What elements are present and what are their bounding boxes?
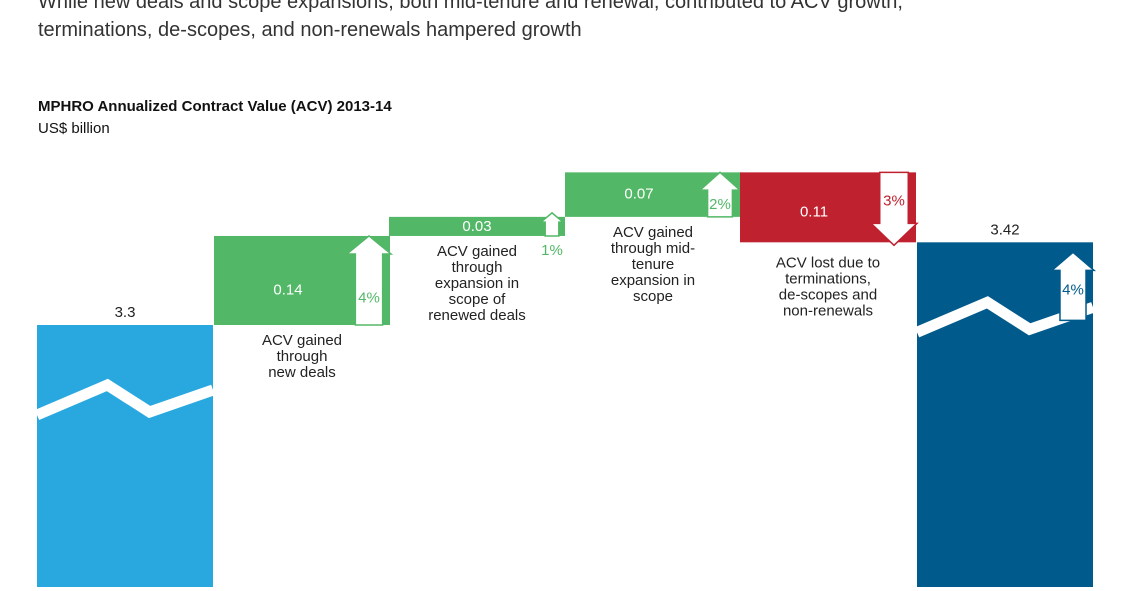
value-label-3: 0.07 <box>624 185 653 202</box>
headline-line-2: terminations, de-scopes, and non-renewal… <box>38 19 582 41</box>
step-desc-1-1: through <box>277 348 328 365</box>
value-label-4: 0.11 <box>800 203 828 220</box>
pct-label-1: 4% <box>358 290 380 307</box>
trend-line-0 <box>34 378 215 421</box>
step-desc-4-2: de-scopes and <box>779 286 877 303</box>
step-desc-3-4: scope <box>633 288 673 305</box>
value-label-2: 0.03 <box>462 218 491 235</box>
step-desc-4-0: ACV lost due to <box>776 254 880 271</box>
step-desc-1-0: ACV gained <box>262 332 342 349</box>
value-label-0: 3.3 <box>115 304 136 321</box>
step-desc-2-3: scope of <box>449 291 507 308</box>
bar-total-0 <box>37 325 213 587</box>
value-label-1: 0.14 <box>273 282 302 299</box>
chart-title: MPHRO Annualized Contract Value (ACV) 20… <box>38 98 392 115</box>
pct-arrow-4 <box>869 171 919 247</box>
step-desc-2-4: renewed deals <box>428 307 526 324</box>
step-desc-3-2: tenure <box>632 256 675 273</box>
bar-change-2 <box>389 216 565 236</box>
step-desc-3-1: through mid- <box>611 240 695 257</box>
step-desc-2-0: ACV gained <box>437 243 517 260</box>
step-desc-4-3: non-renewals <box>783 302 873 319</box>
step-desc-2-1: through <box>452 259 503 276</box>
step-desc-4-1: terminations, <box>785 270 871 287</box>
pct-arrow-5 <box>1049 251 1097 322</box>
step-desc-1-2: new deals <box>268 364 336 381</box>
pct-label-3: 2% <box>709 196 731 213</box>
pct-arrow-1 <box>344 234 394 326</box>
pct-label-2: 1% <box>541 242 563 259</box>
value-label-5: 3.42 <box>990 221 1019 238</box>
step-desc-3-3: expansion in <box>611 272 695 289</box>
step-desc-3-0: ACV gained <box>613 224 693 241</box>
headline-line-1: While new deals and scope expansions, bo… <box>38 0 903 13</box>
pct-label-5: 4% <box>1062 281 1084 298</box>
pct-arrow-3 <box>698 171 742 218</box>
chart-unit: US$ billion <box>38 120 110 137</box>
step-desc-2-2: expansion in <box>435 275 519 292</box>
pct-label-4: 3% <box>883 192 905 209</box>
pct-arrow-2 <box>538 211 566 237</box>
headline: While new deals and scope expansions, bo… <box>38 0 1098 44</box>
